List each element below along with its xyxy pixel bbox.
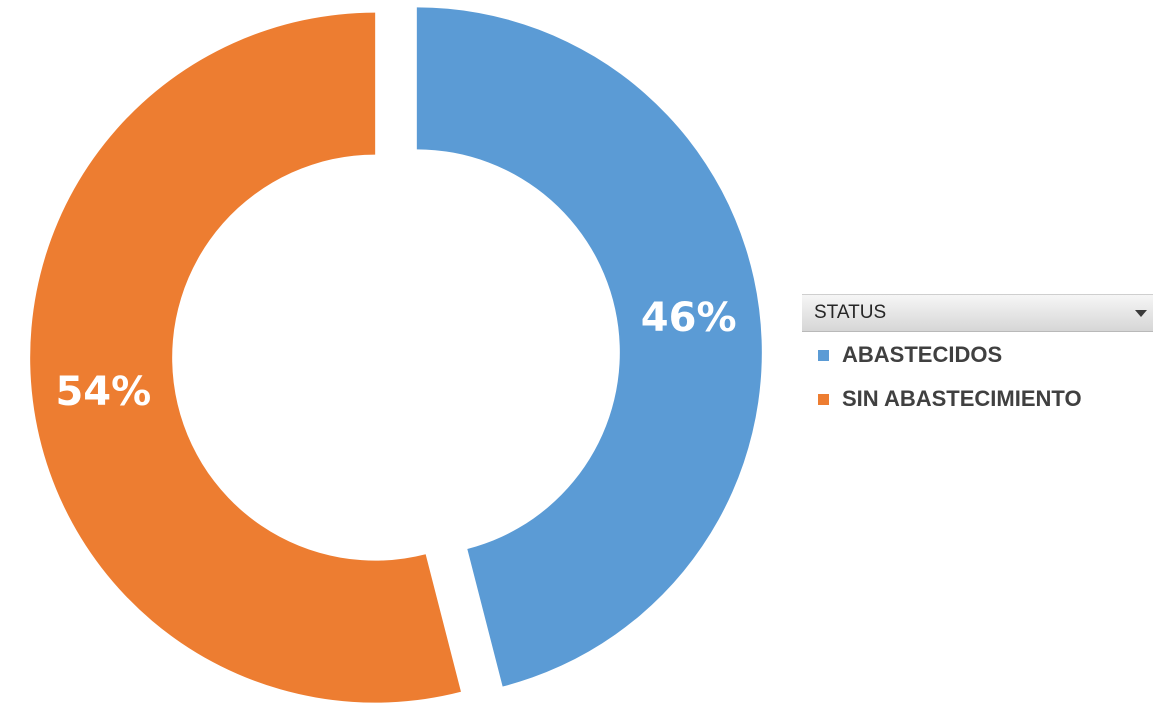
legend-swatch-orange — [818, 393, 829, 405]
status-filter-dropdown[interactable]: STATUS — [802, 294, 1153, 332]
donut-chart: 46% 54% — [30, 7, 762, 703]
legend: STATUS ABASTECIDOS SIN ABASTECIMIENTO — [802, 294, 1153, 420]
legend-item-abastecidos[interactable]: ABASTECIDOS — [802, 334, 1153, 376]
legend-title: STATUS — [814, 302, 887, 323]
legend-label: ABASTECIDOS — [842, 342, 1003, 367]
donut-slice-sin-abastecimiento[interactable] — [30, 12, 461, 703]
data-label-sin-abastecimiento: 54% — [55, 369, 151, 415]
donut-slice-abastecidos[interactable] — [416, 7, 762, 687]
chevron-down-icon[interactable] — [1135, 309, 1147, 317]
legend-label: SIN ABASTECIMIENTO — [842, 386, 1082, 411]
legend-swatch-blue — [818, 349, 829, 361]
data-label-abastecidos: 46% — [641, 295, 737, 341]
legend-item-sin-abastecimiento[interactable]: SIN ABASTECIMIENTO — [802, 378, 1153, 420]
